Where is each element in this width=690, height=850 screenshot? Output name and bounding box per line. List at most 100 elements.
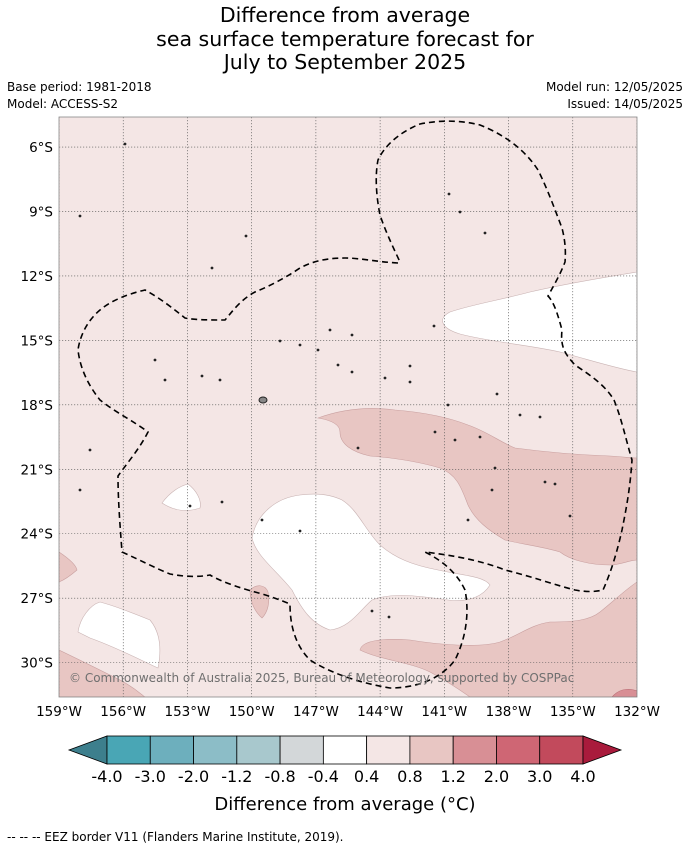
issued-date: Issued: 14/05/2025 — [567, 97, 683, 111]
colorbar-tick-label: -3.0 — [135, 767, 166, 786]
island — [78, 214, 82, 218]
lat-tick-label: 12°S — [21, 269, 54, 285]
colorbar-swatch — [322, 735, 368, 765]
island — [260, 518, 264, 522]
colorbar-title: Difference from average (°C) — [214, 794, 476, 815]
eez-footnote: -- -- -- EEZ border V11 (Flanders Marine… — [7, 830, 344, 844]
lat-tick-label: 24°S — [21, 527, 54, 543]
lon-tick-label: 132°W — [614, 704, 660, 720]
island — [458, 210, 462, 214]
lon-tick-label: 144°W — [357, 704, 403, 720]
lon-tick-label: 138°W — [486, 704, 532, 720]
lon-tick-label: 141°W — [421, 704, 467, 720]
lat-tick-label: 6°S — [29, 140, 53, 156]
model-run: Model run: 12/05/2025 — [545, 80, 683, 94]
lat-tick-label: 15°S — [21, 333, 54, 349]
meta-right: Model run: 12/05/2025 Issued: 14/05/2025 — [546, 79, 683, 113]
island — [370, 609, 374, 613]
colorbar-swatch — [193, 735, 238, 765]
warm-region-west-edge — [59, 551, 78, 583]
title-line-2: sea surface temperature forecast for — [156, 26, 534, 51]
lat-tick-label: 18°S — [21, 398, 54, 414]
island — [495, 392, 499, 396]
colorbar-tick-label: -1.2 — [221, 767, 252, 786]
island — [350, 370, 354, 374]
lat-tick-label: 27°S — [21, 591, 54, 607]
colorbar-tick-label: 0.8 — [397, 767, 422, 786]
neutral-region-central — [251, 493, 491, 631]
colorbar-swatch — [236, 735, 281, 765]
title-line-1: Difference from average — [219, 3, 471, 27]
island — [258, 396, 268, 404]
colorbar-tick-label: -2.0 — [178, 767, 209, 786]
lon-tick-label: 147°W — [293, 704, 339, 720]
island — [568, 514, 572, 518]
island — [408, 364, 412, 368]
island — [298, 529, 302, 533]
island — [493, 466, 497, 470]
island — [447, 192, 451, 196]
map-title: Difference from average sea surface temp… — [0, 3, 690, 75]
model-name: Model: ACCESS-S2 — [7, 97, 119, 111]
island — [543, 480, 547, 484]
base-period: Base period: 1981-2018 — [7, 80, 152, 94]
colorbar: -4.0 -3.0 -2.0 -1.2 -0.8 -0.4 0.4 0.8 1.2 2.0 3.0 4… — [67, 735, 623, 786]
island — [490, 488, 494, 492]
lon-tick-label: 156°W — [100, 704, 146, 720]
island — [478, 435, 482, 439]
colorbar-swatch — [539, 735, 584, 765]
colorbar-tick-label: -0.8 — [264, 767, 295, 786]
longitude-labels: 159°W 156°W 153°W 150°W 147°W 144°W 141°W 138°W… — [36, 704, 660, 720]
island — [350, 333, 354, 337]
lat-tick-label: 9°S — [29, 205, 53, 221]
lat-tick-label: 30°S — [21, 656, 54, 672]
colorbar-swatch — [452, 735, 497, 765]
colorbar-swatch — [106, 735, 151, 765]
neutral-region-east — [442, 271, 637, 373]
warm-region-southwest — [59, 649, 146, 697]
island — [453, 438, 457, 442]
island — [387, 615, 391, 619]
island — [78, 488, 82, 492]
colorbar-swatch — [279, 735, 324, 765]
neutral-region-west — [77, 601, 161, 669]
island — [432, 324, 436, 328]
map-frame — [58, 116, 638, 698]
warm-region-southeast — [316, 408, 637, 697]
island — [88, 448, 92, 452]
island — [210, 266, 214, 270]
colorbar-swatch — [149, 735, 194, 765]
island — [553, 482, 557, 486]
colorbar-tick-label: 4.0 — [570, 767, 595, 786]
copyright-text: © Commonwealth of Australia 2025, Bureau… — [69, 671, 574, 685]
island — [328, 328, 332, 332]
lat-tick-label: 21°S — [21, 462, 54, 478]
colorbar-extend-high — [582, 735, 623, 765]
island — [218, 378, 222, 382]
island — [446, 403, 450, 407]
colorbar-tick-label: 2.0 — [484, 767, 509, 786]
lon-tick-label: 159°W — [36, 704, 82, 720]
lon-tick-label: 135°W — [550, 704, 596, 720]
colorbar-swatch — [366, 735, 411, 765]
colorbar-tick-label: -4.0 — [91, 767, 122, 786]
island — [408, 380, 412, 384]
island — [278, 339, 282, 343]
island — [298, 343, 302, 347]
island — [220, 500, 224, 504]
lon-tick-label: 150°W — [229, 704, 275, 720]
island — [538, 415, 542, 419]
island — [433, 430, 437, 434]
island — [336, 363, 340, 367]
lon-tick-label: 153°W — [165, 704, 211, 720]
colorbar-tick-label: 3.0 — [527, 767, 552, 786]
island — [383, 376, 387, 380]
colorbar-tick-label: -0.4 — [308, 767, 339, 786]
island — [123, 142, 127, 146]
island — [153, 358, 157, 362]
island — [518, 413, 522, 417]
island — [163, 378, 167, 382]
title-line-3: July to September 2025 — [223, 50, 467, 74]
anomaly-field — [59, 117, 637, 697]
